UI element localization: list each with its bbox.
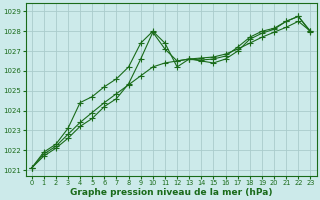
X-axis label: Graphe pression niveau de la mer (hPa): Graphe pression niveau de la mer (hPa) bbox=[70, 188, 272, 197]
